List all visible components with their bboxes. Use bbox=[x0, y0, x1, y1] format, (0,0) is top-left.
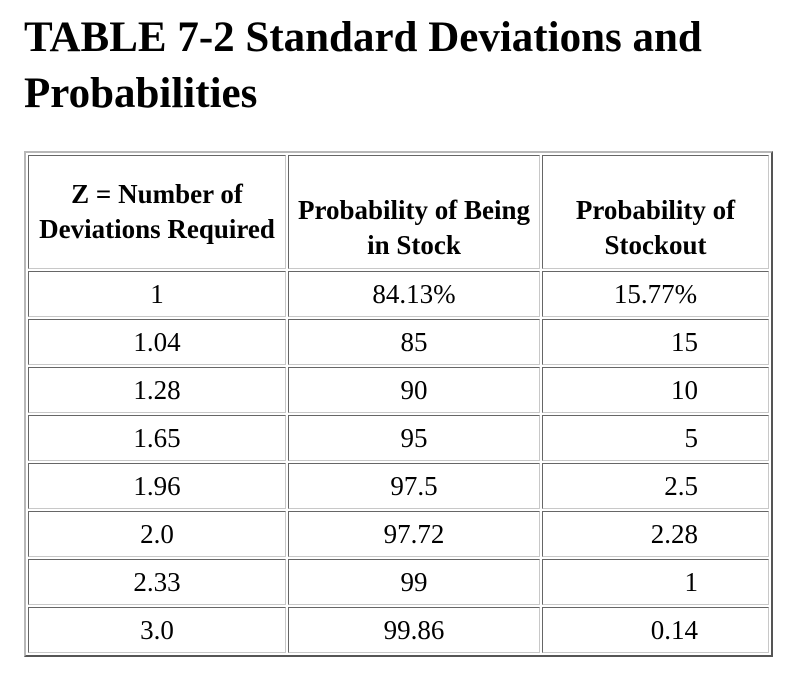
column-header-stockout: Probability of Stockout bbox=[542, 155, 769, 269]
cell-z-value: 2.0 bbox=[28, 511, 286, 557]
cell-in-stock-probability: 84.13% bbox=[288, 271, 540, 317]
cell-z-value: 1.96 bbox=[28, 463, 286, 509]
table-row: 1.28 90 10 bbox=[28, 367, 769, 413]
cell-z-value: 1 bbox=[28, 271, 286, 317]
cell-stockout-probability: 2.28 bbox=[542, 511, 769, 557]
column-header-in-stock: Probability of Being in Stock bbox=[288, 155, 540, 269]
cell-stockout-probability: 2.5 bbox=[542, 463, 769, 509]
cell-stockout-probability: 10 bbox=[542, 367, 769, 413]
cell-in-stock-probability: 90 bbox=[288, 367, 540, 413]
cell-stockout-probability: 15.77% bbox=[542, 271, 769, 317]
page-title: TABLE 7-2 Standard Deviations and Probab… bbox=[24, 14, 702, 117]
cell-in-stock-probability: 97.72 bbox=[288, 511, 540, 557]
table-row: 1.65 95 5 bbox=[28, 415, 769, 461]
cell-stockout-probability: 0.14 bbox=[542, 607, 769, 653]
cell-in-stock-probability: 85 bbox=[288, 319, 540, 365]
table-row: 1.04 85 15 bbox=[28, 319, 769, 365]
probability-table: Z = Number of Deviations Required Probab… bbox=[24, 151, 773, 657]
cell-z-value: 1.65 bbox=[28, 415, 286, 461]
cell-stockout-probability: 5 bbox=[542, 415, 769, 461]
cell-z-value: 3.0 bbox=[28, 607, 286, 653]
cell-in-stock-probability: 97.5 bbox=[288, 463, 540, 509]
cell-z-value: 2.33 bbox=[28, 559, 286, 605]
table-row: 3.0 99.86 0.14 bbox=[28, 607, 769, 653]
column-header-z: Z = Number of Deviations Required bbox=[28, 155, 286, 269]
table-row: 1 84.13% 15.77% bbox=[28, 271, 769, 317]
cell-stockout-probability: 1 bbox=[542, 559, 769, 605]
table-header-row: Z = Number of Deviations Required Probab… bbox=[28, 155, 769, 269]
cell-stockout-probability: 15 bbox=[542, 319, 769, 365]
cell-in-stock-probability: 95 bbox=[288, 415, 540, 461]
table-row: 1.96 97.5 2.5 bbox=[28, 463, 769, 509]
table-row: 2.0 97.72 2.28 bbox=[28, 511, 769, 557]
table-row: 2.33 99 1 bbox=[28, 559, 769, 605]
cell-z-value: 1.04 bbox=[28, 319, 286, 365]
cell-z-value: 1.28 bbox=[28, 367, 286, 413]
cell-in-stock-probability: 99 bbox=[288, 559, 540, 605]
cell-in-stock-probability: 99.86 bbox=[288, 607, 540, 653]
